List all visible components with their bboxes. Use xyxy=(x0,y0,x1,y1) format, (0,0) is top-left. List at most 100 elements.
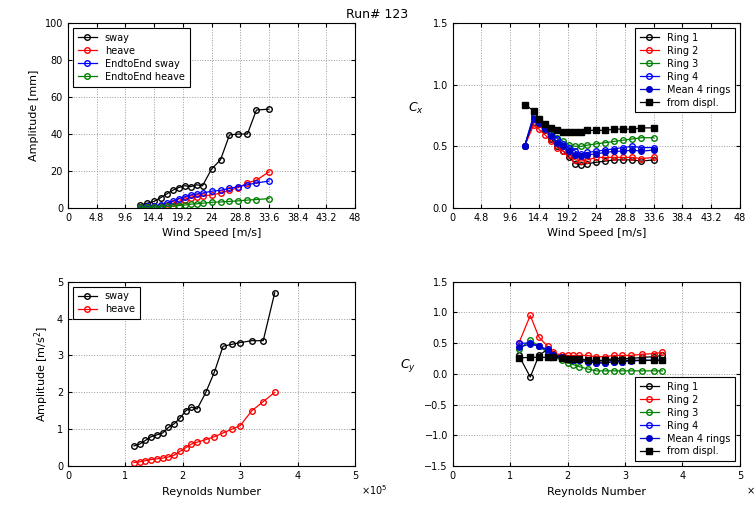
sway xyxy=(135,202,144,208)
EndtoEnd sway xyxy=(186,192,195,198)
Ring 1 xyxy=(583,161,592,167)
Ring 2 xyxy=(627,154,636,161)
EndtoEnd sway xyxy=(243,182,252,188)
heave xyxy=(187,441,196,447)
Ring 1 xyxy=(618,355,627,362)
Ring 1 xyxy=(547,136,556,142)
sway xyxy=(186,183,195,190)
Mean 4 rings xyxy=(583,358,592,365)
Mean 4 rings xyxy=(638,357,647,364)
Ring 3 xyxy=(565,142,574,148)
sway xyxy=(243,131,252,137)
heave xyxy=(227,426,236,433)
Ring 4 xyxy=(565,145,574,151)
heave xyxy=(149,203,159,209)
Line: Ring 3: Ring 3 xyxy=(522,114,657,149)
Ring 1 xyxy=(557,354,566,360)
heave xyxy=(186,195,195,201)
Ring 3 xyxy=(563,359,572,366)
Ring 2 xyxy=(547,138,556,145)
Ring 1 xyxy=(571,161,580,167)
Ring 4 xyxy=(553,136,562,142)
Ring 3 xyxy=(636,135,646,141)
sway xyxy=(175,415,184,421)
Ring 3 xyxy=(638,368,647,374)
Ring 3 xyxy=(583,366,592,372)
Ring 1 xyxy=(559,148,568,154)
Ring 4 xyxy=(547,130,556,136)
Ring 2 xyxy=(649,154,658,161)
from displ. xyxy=(592,127,601,134)
sway xyxy=(234,131,243,137)
from displ. xyxy=(626,357,635,364)
Mean 4 rings xyxy=(618,358,627,365)
Ring 2 xyxy=(549,349,558,355)
heave xyxy=(270,390,279,396)
Ring 1 xyxy=(658,352,667,358)
Ring 4 xyxy=(592,148,601,154)
Ring 3 xyxy=(618,137,627,143)
Ring 1 xyxy=(592,358,601,365)
Ring 3 xyxy=(627,136,636,142)
Ring 3 xyxy=(569,362,578,368)
Ring 2 xyxy=(592,154,601,161)
from displ. xyxy=(575,355,584,362)
Y-axis label: Amplitude [m/s$^2$]: Amplitude [m/s$^2$] xyxy=(32,326,51,422)
Line: Ring 1: Ring 1 xyxy=(516,347,665,380)
from displ. xyxy=(618,126,627,132)
Ring 2 xyxy=(601,154,610,161)
from displ. xyxy=(658,357,667,364)
Ring 1 xyxy=(626,355,635,362)
heave xyxy=(210,434,219,440)
heave xyxy=(146,456,156,463)
Ring 2 xyxy=(577,158,586,164)
Ring 2 xyxy=(571,157,580,163)
Line: from displ.: from displ. xyxy=(516,354,665,363)
heave xyxy=(156,203,165,209)
Ring 2 xyxy=(600,354,609,360)
Ring 1 xyxy=(577,162,586,168)
EndtoEnd heave xyxy=(243,197,252,203)
Ring 3 xyxy=(577,143,586,150)
EndtoEnd sway xyxy=(207,188,216,194)
Line: Mean 4 rings: Mean 4 rings xyxy=(516,341,665,366)
Ring 4 xyxy=(658,357,667,364)
from displ. xyxy=(636,125,646,131)
heave xyxy=(193,439,202,445)
EndtoEnd sway xyxy=(264,178,273,184)
heave xyxy=(164,454,173,460)
Ring 1 xyxy=(565,154,574,161)
Mean 4 rings xyxy=(535,343,544,349)
heave xyxy=(168,200,177,206)
heave xyxy=(225,187,234,193)
heave xyxy=(159,455,168,461)
Ring 4 xyxy=(577,151,586,157)
Ring 3 xyxy=(583,142,592,148)
Ring 3 xyxy=(592,368,601,374)
Mean 4 rings xyxy=(547,134,556,140)
Ring 2 xyxy=(541,132,550,138)
sway xyxy=(180,183,190,189)
Mean 4 rings xyxy=(565,148,574,154)
Mean 4 rings xyxy=(559,143,568,150)
from displ. xyxy=(541,121,550,127)
sway xyxy=(198,183,207,189)
Line: EndtoEnd heave: EndtoEnd heave xyxy=(137,196,272,210)
Ring 3 xyxy=(649,135,658,141)
Ring 2 xyxy=(618,154,627,161)
Ring 3 xyxy=(529,114,538,120)
Ring 1 xyxy=(535,352,544,358)
Mean 4 rings xyxy=(627,147,636,153)
Line: Ring 4: Ring 4 xyxy=(516,340,665,366)
from displ. xyxy=(535,116,544,122)
Ring 3 xyxy=(549,354,558,360)
from displ. xyxy=(514,355,523,361)
Ring 2 xyxy=(626,352,635,358)
Ring 2 xyxy=(609,352,618,358)
Line: from displ.: from displ. xyxy=(522,102,657,134)
heave xyxy=(162,202,171,208)
Ring 1 xyxy=(575,355,584,362)
sway xyxy=(252,107,261,113)
sway xyxy=(225,132,234,138)
Mean 4 rings xyxy=(535,120,544,126)
